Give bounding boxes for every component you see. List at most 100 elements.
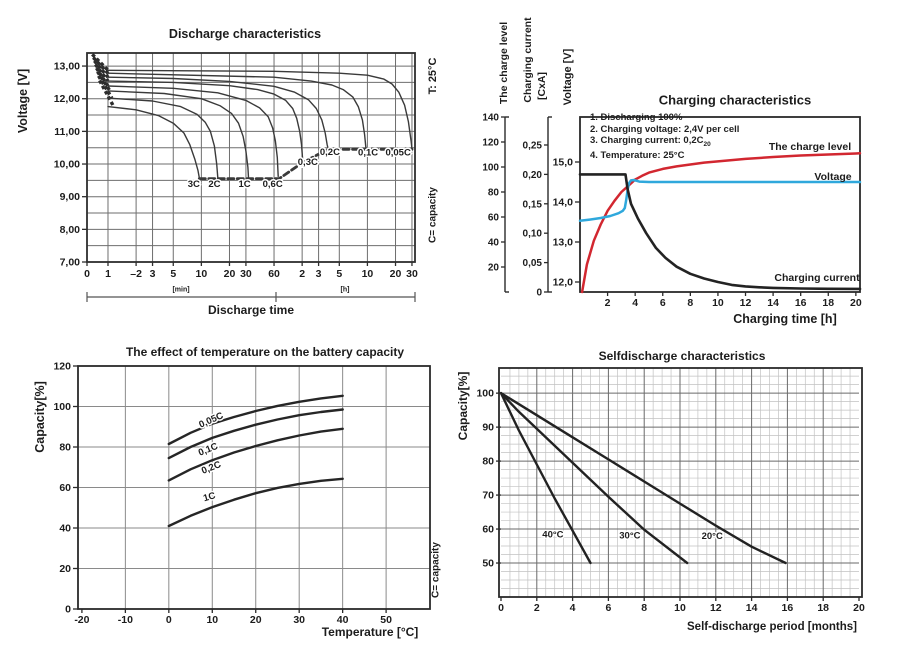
svg-text:10: 10 [712, 297, 724, 309]
svg-text:70: 70 [482, 490, 494, 502]
svg-text:60: 60 [59, 482, 71, 494]
svg-text:40: 40 [337, 614, 349, 626]
c-capacity-note-label: C= capacity [427, 187, 439, 243]
svg-text:0,25: 0,25 [523, 140, 543, 151]
svg-text:0,2C: 0,2C [200, 459, 223, 477]
svg-text:13,00: 13,00 [54, 61, 80, 73]
svg-text:0: 0 [536, 288, 542, 299]
svg-text:0,20: 0,20 [523, 170, 543, 181]
voltage-axis-label: Voltage [V] [562, 48, 574, 106]
svg-text:30: 30 [293, 614, 305, 626]
svg-text:30°C: 30°C [619, 531, 640, 542]
svg-text:20: 20 [390, 268, 402, 280]
svg-text:0,2C: 0,2C [320, 147, 340, 158]
svg-text:0: 0 [65, 604, 71, 616]
svg-text:20: 20 [59, 563, 71, 575]
svg-text:0,05C: 0,05C [197, 410, 225, 430]
svg-text:80: 80 [482, 456, 494, 468]
extra-axis-level: 140 120 100 80 60 40 20 [482, 113, 509, 293]
svg-text:1C: 1C [202, 490, 217, 504]
note-charging-voltage: 2. Charging voltage: 2,4V per cell [590, 123, 740, 135]
charging-time-axis-label: Charging time [h] [733, 312, 837, 326]
note-temperature: 4. Temperature: 25°C [590, 150, 685, 162]
svg-text:50: 50 [380, 614, 392, 626]
svg-text:10: 10 [196, 268, 208, 280]
svg-text:14: 14 [767, 297, 779, 309]
x-tick-labels: -20 -10 0 10 20 30 40 50 [74, 609, 392, 626]
svg-text:-10: -10 [118, 614, 133, 626]
curve-labels: 40°C 30°C 20°C [541, 528, 725, 544]
charging-chart-title: Charging characteristics [658, 92, 812, 108]
svg-text:40: 40 [59, 523, 71, 535]
svg-text:0,05: 0,05 [523, 258, 543, 269]
charging-conditions-notes: 1. Discharging 100% 2. Charging voltage:… [590, 112, 739, 162]
y-tick-labels: 100 90 80 70 60 50 [476, 388, 501, 570]
minutes-unit-label: [min] [172, 286, 190, 294]
svg-text:12: 12 [740, 297, 752, 309]
svg-text:1C: 1C [238, 179, 250, 190]
svg-text:16: 16 [795, 297, 807, 309]
series-0,05C [107, 69, 413, 150]
temperature-capacity-plot: -20 -10 0 10 20 30 40 501201008060402000,05C0,1… [53, 361, 431, 626]
svg-text:0,10: 0,10 [523, 229, 543, 240]
temperature-capacity-chart-title: The effect of temperature on the battery… [125, 345, 405, 359]
series-0,05C [167, 394, 344, 446]
svg-text:12: 12 [710, 602, 722, 614]
svg-text:30: 30 [240, 268, 252, 280]
svg-text:0,1C: 0,1C [358, 148, 378, 159]
initial-voltage-drop-dashes [91, 53, 116, 108]
discharge-chart-svg: 0 1 –2 3 5 10 20 30 60 2 3 5 10 20 3013,0012,0011,0010… [54, 52, 418, 302]
series-3C [107, 105, 201, 179]
svg-text:40: 40 [488, 238, 500, 249]
series-cutoff-line [197, 147, 414, 181]
plot-border [86, 52, 416, 263]
svg-text:6: 6 [660, 297, 666, 309]
svg-text:2: 2 [605, 297, 611, 309]
svg-text:90: 90 [482, 422, 494, 434]
x-tick-labels: 0 1 –2 3 5 10 20 30 60 2 3 5 10 20 30 [84, 262, 418, 280]
extra-axis-current: 0,25 0,20 0,15 0,10 0,05 0 [523, 116, 552, 299]
discharge-chart-panel: 0 1 –2 3 5 10 20 30 60 2 3 5 10 20 30 13,00 12,00 11,00 10… [0, 0, 450, 330]
svg-text:9,00: 9,00 [60, 191, 81, 203]
svg-text:20: 20 [250, 614, 262, 626]
series-0,6C [107, 85, 279, 178]
svg-text:18: 18 [817, 602, 829, 614]
selfdischarge-plot: 0 2 4 6 8 10 12 14 16 18 20 100 90 80 70 60 50 40°C 30°C 20… [476, 367, 865, 614]
svg-text:10: 10 [206, 614, 218, 626]
svg-text:8: 8 [641, 602, 647, 614]
temperature-note-label: T: 25°C [427, 57, 439, 95]
svg-text:40°C: 40°C [542, 530, 563, 541]
svg-text:20: 20 [853, 602, 865, 614]
svg-text:10,00: 10,00 [54, 159, 80, 171]
curve-labels: 3C 2C 1C 0,6C 0,3C0,2C 0,1C 0,05C [186, 145, 412, 191]
svg-text:1: 1 [105, 268, 111, 280]
svg-text:4: 4 [570, 602, 576, 614]
series-0,1C [167, 408, 344, 460]
voltage-axis-label: Voltage [V] [16, 68, 30, 134]
svg-text:18: 18 [822, 297, 834, 309]
svg-text:10: 10 [362, 268, 374, 280]
svg-text:80: 80 [59, 442, 71, 454]
series-2C [107, 97, 219, 179]
svg-text:8,00: 8,00 [60, 224, 81, 236]
temperature-axis-label: Temperature [°C] [321, 625, 419, 639]
svg-text:–2: –2 [130, 268, 142, 280]
y-tick-labels: 13,00 12,00 11,00 10,00 9,00 8,00 7,00 [54, 61, 87, 269]
svg-text:0,15: 0,15 [523, 199, 543, 210]
svg-text:14,0: 14,0 [553, 197, 574, 209]
selfdischarge-chart-panel: 0 2 4 6 8 10 12 14 16 18 20 100 90 80 70 60 50 40°C 30°C 20… [450, 330, 900, 655]
svg-text:2: 2 [534, 602, 540, 614]
svg-text:8: 8 [687, 297, 693, 309]
svg-text:20°C: 20°C [702, 531, 723, 542]
svg-text:140: 140 [482, 113, 499, 124]
series-0,2C [107, 76, 329, 150]
series-40C-line [499, 391, 592, 565]
svg-text:6: 6 [605, 602, 611, 614]
svg-text:4: 4 [632, 297, 638, 309]
svg-text:60: 60 [268, 268, 280, 280]
svg-text:7,00: 7,00 [60, 257, 81, 269]
temperature-capacity-chart-panel: -20 -10 0 10 20 30 40 50 120 100 80 60 40 20 0 0,05C 0,1… [0, 330, 450, 655]
capacity-axis-label: Capacity[%] [33, 381, 47, 453]
discharge-time-axis-label: Discharge time [207, 303, 295, 317]
charging-current-series-label: Charging current [774, 272, 860, 284]
